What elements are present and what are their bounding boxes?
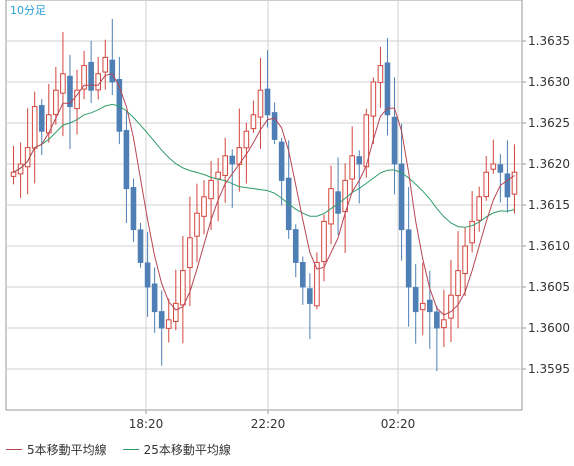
candle-down xyxy=(88,61,94,91)
candle-up xyxy=(455,270,461,297)
candle-down xyxy=(264,88,271,116)
legend-swatch-ma5 xyxy=(6,448,22,450)
candle-up xyxy=(60,73,66,94)
candle-down xyxy=(405,229,412,288)
candle-up xyxy=(222,155,228,176)
candle-up xyxy=(10,171,17,177)
y-tick-label: 1.3620 xyxy=(528,157,570,171)
candle-up xyxy=(208,179,214,200)
candle-up xyxy=(194,212,200,237)
legend-swatch-ma25 xyxy=(122,448,139,450)
candle-up xyxy=(215,171,221,180)
candle-up xyxy=(53,89,59,115)
candle-down xyxy=(307,288,313,304)
candle-up xyxy=(95,73,101,91)
ma25-line xyxy=(13,103,515,228)
candle-down xyxy=(109,59,116,83)
candle-up xyxy=(74,89,80,110)
candle-up xyxy=(314,261,320,307)
candle-up xyxy=(377,65,384,83)
candle-up xyxy=(511,171,518,195)
candle-up xyxy=(476,196,482,221)
candle-up xyxy=(180,270,186,306)
candle-down xyxy=(151,283,158,313)
y-tick-label: 1.3630 xyxy=(528,75,570,89)
candle-down xyxy=(271,112,278,140)
candle-down xyxy=(412,287,419,313)
candle-up xyxy=(243,130,250,149)
legend-label-ma25: 25本移動平均線 xyxy=(143,442,231,457)
legend: 5本移動平均線 25本移動平均線 xyxy=(6,440,247,458)
candle-up xyxy=(448,294,454,319)
candle-up xyxy=(321,220,327,263)
candle-down xyxy=(67,75,73,108)
y-tick-label: 1.3610 xyxy=(528,239,570,253)
candle-down xyxy=(130,187,137,231)
candle-down xyxy=(391,116,398,165)
candle-up xyxy=(441,319,447,329)
candle-down xyxy=(497,164,504,173)
candle-up xyxy=(419,302,426,311)
x-tick-label: 18:20 xyxy=(129,417,164,431)
candle-up xyxy=(165,319,172,329)
y-tick-label: 1.3615 xyxy=(528,198,570,212)
candle-down xyxy=(158,311,165,329)
y-tick-label: 1.3635 xyxy=(528,34,570,48)
y-tick-label: 1.3625 xyxy=(528,116,570,130)
y-tick-label: 1.3600 xyxy=(528,321,570,335)
candle-down xyxy=(38,105,45,132)
candle-up xyxy=(81,65,87,90)
candle-up xyxy=(469,220,475,244)
candle-down xyxy=(300,261,306,288)
candle-up xyxy=(250,114,257,130)
candle-up xyxy=(257,89,264,118)
candle-down xyxy=(504,173,511,198)
ma5-series xyxy=(13,73,515,316)
candle-down xyxy=(137,229,144,263)
candle-up xyxy=(201,196,207,217)
candle-up xyxy=(328,188,334,225)
ma25-series xyxy=(13,103,515,228)
candle-down xyxy=(229,155,236,165)
y-axis-ticks: 1.3595 1.3600 1.3605 1.3610 1.3615 1.3620 1.36… xyxy=(522,34,570,376)
candle-down xyxy=(144,262,151,288)
candle-up xyxy=(102,56,109,73)
x-axis-ticks: 18:20 22:20 02:20 xyxy=(129,410,416,431)
candle-down xyxy=(384,62,391,116)
candles xyxy=(10,18,518,372)
candle-up xyxy=(187,237,193,269)
candle-down xyxy=(434,311,440,329)
legend-item-ma25: 25本移動平均線 xyxy=(122,441,231,458)
y-tick-label: 1.3595 xyxy=(528,362,570,376)
candle-up xyxy=(483,171,490,198)
x-tick-label: 22:20 xyxy=(251,417,286,431)
legend-label-ma5: 5本移動平均線 xyxy=(27,442,107,457)
candle-down xyxy=(278,141,285,181)
candle-up xyxy=(462,245,468,275)
candle-up xyxy=(370,81,377,117)
timeframe-label: 10分足 xyxy=(10,4,46,17)
y-tick-label: 1.3605 xyxy=(528,280,570,294)
candle-down xyxy=(123,130,130,190)
legend-item-ma5: 5本移動平均線 xyxy=(6,441,107,458)
candle-up xyxy=(31,106,38,149)
candle-up xyxy=(349,155,355,180)
candle-down xyxy=(427,299,433,313)
candle-down xyxy=(356,156,363,165)
candle-down xyxy=(398,163,405,231)
candle-up xyxy=(173,302,179,323)
candle-up xyxy=(490,163,497,170)
x-tick-label: 02:20 xyxy=(381,417,416,431)
ma5-line xyxy=(13,73,515,316)
candle-down xyxy=(292,229,299,263)
